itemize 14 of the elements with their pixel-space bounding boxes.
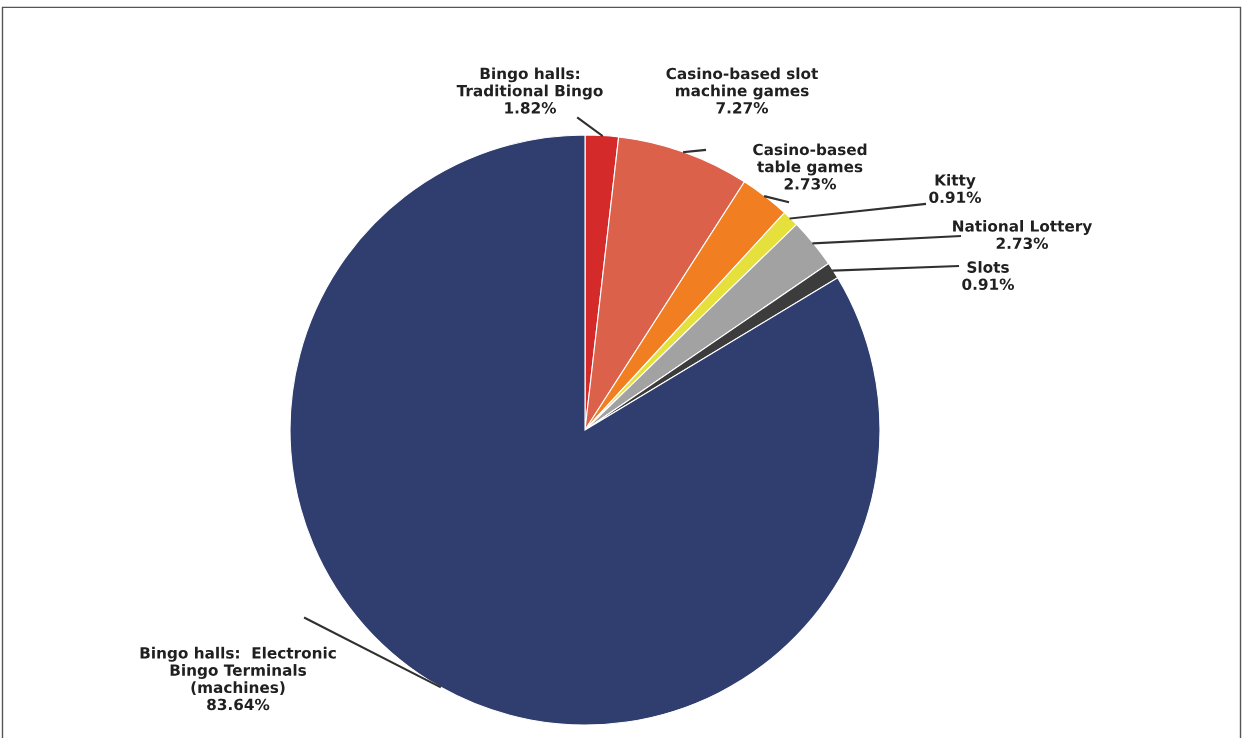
slice-label: Bingo halls: Electronic Bingo Terminals (machines) (140, 646, 336, 695)
slice-label: Slots (967, 261, 1009, 273)
slice-label: Kitty (935, 173, 976, 189)
data-label: 1.82% (505, 102, 557, 114)
data-label: 0.91% (929, 191, 982, 204)
slice-label: Casino-based slot machine games (666, 67, 818, 100)
data-label: 2.73% (996, 237, 1049, 250)
slice-label: Bingo halls: Traditional Bingo (456, 67, 603, 100)
slice-label: Casino-based table games (753, 143, 867, 176)
data-label: 83.64% (207, 698, 270, 711)
data-label: 2.73% (784, 178, 837, 190)
slice-label: National Lottery (953, 219, 1093, 235)
data-label: 7.27% (716, 102, 769, 114)
data-label: 0.91% (962, 278, 1015, 290)
